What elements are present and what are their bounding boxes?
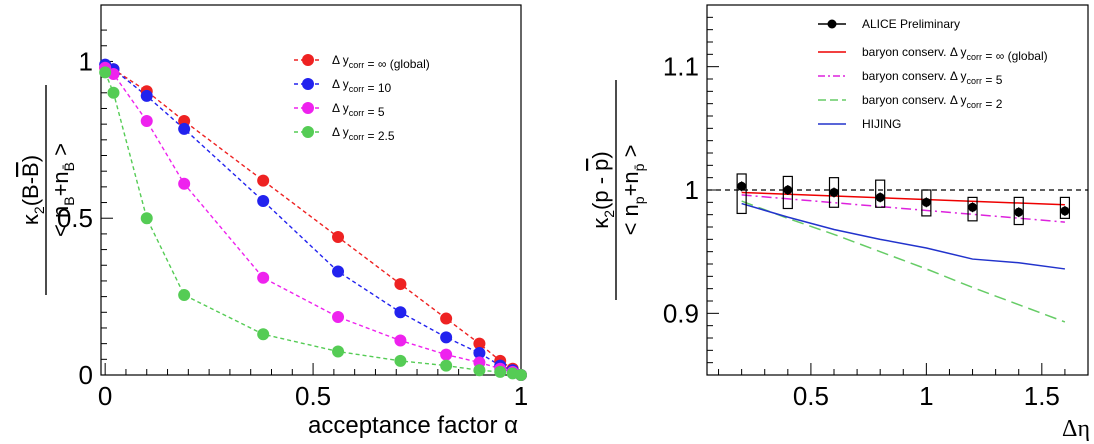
right-legend-label: baryon conserv. Δ ycorr = 5 — [862, 69, 1003, 87]
systematic-error-box — [1059, 196, 1071, 219]
right-model-line-1 — [741, 194, 1065, 223]
left-data-point — [99, 66, 112, 79]
right-legend-marker — [827, 19, 837, 29]
right-legend-label: baryon conserv. Δ ycorr = 2 — [862, 93, 1003, 111]
systematic-error-box — [967, 196, 978, 222]
left-legend-label: Δ ycorr = 10 — [332, 77, 392, 95]
left-y-tick-label: 0 — [79, 360, 93, 390]
left-legend-marker — [302, 102, 314, 114]
left-series-group — [99, 58, 527, 381]
left-x-tick-label: 1 — [514, 381, 528, 411]
svg-text:< np+np̄ >: < np+np̄ > — [618, 145, 647, 236]
left-data-point — [515, 369, 527, 381]
left-data-point — [178, 289, 191, 302]
right-legend-label: ALICE Preliminary — [862, 17, 960, 31]
left-data-point — [140, 89, 153, 102]
alice-data-point — [875, 192, 885, 202]
left-legend-label: Δ ycorr = 5 — [332, 101, 385, 119]
left-series-line-3 — [104, 72, 522, 376]
right-x-tick-label: 1 — [919, 381, 933, 411]
right-legend-label: HIJING — [862, 117, 901, 131]
right-model-line-0 — [741, 191, 1065, 206]
systematic-error-box — [1013, 196, 1024, 226]
left-y-tick-label: 1 — [79, 46, 93, 76]
left-data-point — [473, 337, 486, 350]
left-legend-marker — [302, 126, 314, 138]
right-x-tick-label: 0.5 — [793, 381, 829, 411]
left-x-axis-title: acceptance factor α — [308, 412, 518, 439]
left-data-point — [332, 265, 345, 278]
left-data-point — [140, 212, 153, 225]
left-plot-frame — [100, 4, 522, 376]
svg-text:< nB+nB̄ >: < nB+nB̄ > — [48, 143, 77, 237]
left-data-point — [178, 177, 191, 190]
systematic-error-box — [921, 189, 932, 217]
alice-data-point — [737, 181, 747, 191]
left-data-point — [440, 348, 453, 361]
left-x-tick-label: 0.5 — [295, 381, 331, 411]
alice-data-point — [1014, 207, 1024, 217]
right-legend-label: baryon conserv. Δ ycorr = ∞ (global) — [862, 45, 1048, 63]
left-data-point — [332, 231, 345, 244]
alice-data-point — [968, 202, 978, 212]
left-y-axis-title: κ2(B-B) < nB+nB̄ > — [18, 85, 77, 295]
right-legend: ALICE Preliminary baryon conserv. Δ ycorr… — [818, 17, 1048, 131]
left-legend-label: Δ ycorr = 2.5 — [332, 125, 395, 143]
left-data-point — [140, 115, 153, 128]
right-series-group — [707, 173, 1088, 323]
left-data-point — [394, 334, 407, 347]
alice-data-point — [921, 197, 931, 207]
alice-data-point — [783, 185, 793, 195]
left-data-point — [332, 345, 345, 358]
right-y-tick-label: 1 — [685, 175, 699, 205]
left-legend: Δ ycorr = ∞ (global) Δ ycorr = 10 Δ ycorr … — [294, 53, 430, 143]
right-panel: 0.5 1 1.5 0.9 1 1.1 ALICE Preliminary baryon c… — [588, 4, 1090, 442]
left-data-point — [440, 331, 453, 344]
left-data-point — [257, 194, 270, 207]
left-data-point — [257, 174, 270, 187]
left-legend-label: Δ ycorr = ∞ (global) — [332, 53, 430, 71]
svg-text:κ2(p - p): κ2(p - p) — [588, 151, 617, 229]
left-data-point — [394, 354, 407, 367]
svg-text:κ2(B-B): κ2(B-B) — [18, 155, 47, 225]
right-model-line-3 — [741, 202, 1066, 270]
left-data-point — [257, 271, 270, 284]
left-data-point — [473, 347, 486, 360]
right-x-tick-label: 1.5 — [1024, 381, 1060, 411]
left-data-point — [440, 312, 453, 325]
left-panel: 0 0.5 100.51 Δ ycorr = ∞ (global)Δ ycorr =… — [18, 4, 528, 439]
left-data-point — [107, 86, 120, 99]
left-axes: 0 0.5 1 0 0.5 1 — [57, 29, 528, 411]
left-data-point — [332, 310, 345, 323]
left-data-point — [394, 306, 407, 319]
left-y-tick-label: 0.5 — [57, 203, 93, 233]
left-data-point — [178, 122, 191, 135]
right-axes: 0.5 1 1.5 0.9 1 1.1 — [663, 16, 1066, 411]
left-legend-marker — [302, 78, 314, 90]
right-y-tick-label: 0.9 — [663, 298, 699, 328]
left-x-tick-label: 0 — [98, 381, 112, 411]
left-legend-marker — [302, 54, 314, 66]
systematic-error-box — [782, 175, 793, 210]
right-model-line-2 — [741, 200, 1066, 323]
right-y-tick-label: 1.1 — [663, 52, 699, 82]
left-data-point — [440, 359, 453, 372]
systematic-error-box — [875, 179, 886, 208]
left-data-point — [473, 364, 486, 377]
left-data-point — [257, 328, 270, 341]
left-data-point — [394, 278, 407, 291]
systematic-error-box — [736, 173, 747, 215]
right-x-axis-title: Δη — [1062, 416, 1090, 442]
alice-data-point — [829, 187, 839, 197]
left-data-point — [494, 365, 507, 378]
alice-data-point — [1060, 206, 1070, 216]
right-y-axis-title: κ2(p - p) < np+np̄ > — [588, 80, 647, 300]
